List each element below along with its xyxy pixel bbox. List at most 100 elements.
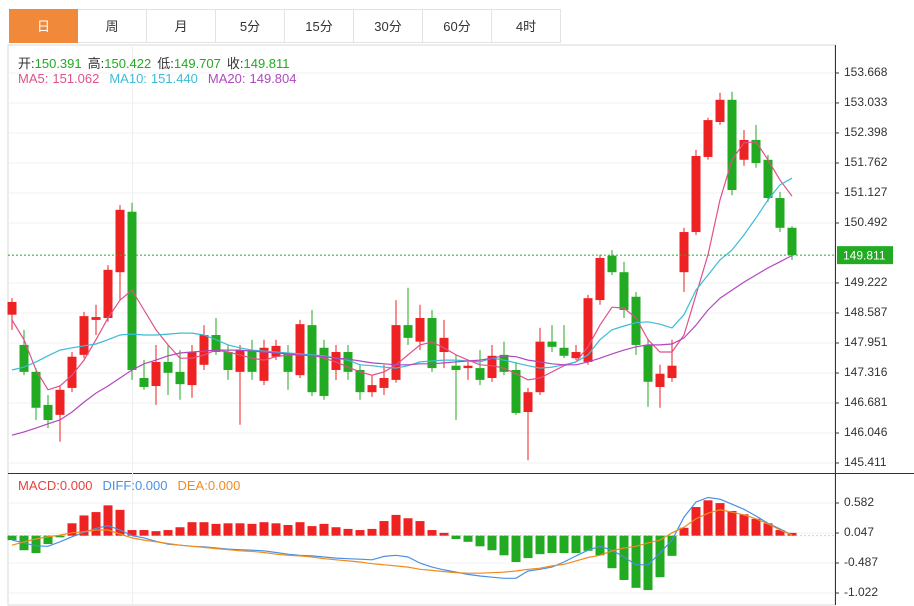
macd-bar: [367, 528, 377, 536]
macd-bar: [55, 535, 65, 538]
candle-body: [535, 341, 545, 393]
macd-bar: [295, 522, 305, 536]
macd-bar: [247, 523, 257, 536]
tab[interactable]: 4时: [492, 9, 561, 43]
tab[interactable]: 5分: [216, 9, 285, 43]
tab[interactable]: 月: [147, 9, 216, 43]
ohlc-item: 低:149.707: [157, 56, 221, 71]
macd-bar: [535, 535, 545, 555]
candle-body: [355, 369, 365, 393]
ohlc-value: 149.811: [243, 56, 290, 71]
macd-bar: [763, 523, 773, 536]
candle-body: [115, 209, 125, 273]
y-tick-label: 153.033: [844, 95, 888, 109]
ohlc-item: 高:150.422: [88, 56, 152, 71]
macd-bar: [547, 535, 557, 554]
candle-body: [511, 369, 521, 413]
macd-bar: [79, 515, 89, 536]
macd-bar: [271, 523, 281, 536]
macd-legend-item: MACD:0.000: [18, 478, 92, 493]
y-tick-label: 147.316: [844, 365, 888, 379]
candle-body: [43, 404, 53, 421]
y-tick-label: -0.487: [844, 555, 878, 569]
candle-body: [307, 325, 317, 393]
candle-body: [271, 345, 281, 357]
ohlc-item: 收:149.811: [227, 56, 290, 71]
candle-body: [655, 373, 665, 387]
y-tick-label: 152.398: [844, 125, 888, 139]
candle-body: [487, 355, 497, 379]
macd-name: DEA:: [177, 478, 208, 493]
ma-value: 149.804: [249, 71, 297, 86]
candle-body: [139, 378, 149, 387]
macd-bar: [67, 523, 77, 536]
y-tick-label: 0.047: [844, 525, 874, 539]
macd-bar: [187, 522, 197, 536]
macd-bar: [571, 535, 581, 554]
macd-bar: [739, 514, 749, 536]
y-tick-label: 146.681: [844, 395, 888, 409]
macd-bar: [379, 521, 389, 536]
macd-value: 0.000: [207, 478, 241, 493]
y-tick-label: 0.582: [844, 495, 874, 509]
candle-body: [319, 347, 329, 396]
candle-body: [283, 352, 293, 372]
candle-body: [619, 272, 629, 310]
macd-bar: [223, 523, 233, 536]
macd-bar: [751, 518, 761, 536]
tab[interactable]: 60分: [423, 9, 492, 43]
ma-name: MA10:: [109, 71, 147, 86]
macd-bar: [655, 535, 665, 578]
candle-body: [439, 337, 449, 353]
ma-line: [11, 254, 793, 436]
macd-value: 0.000: [134, 478, 168, 493]
macd-bar: [631, 535, 641, 588]
tab[interactable]: 15分: [285, 9, 354, 43]
candle-body: [715, 99, 725, 122]
macd-bar: [703, 500, 713, 536]
ma-line: [11, 141, 793, 391]
ma-name: MA5:: [18, 71, 49, 86]
y-tick-label: 151.762: [844, 155, 888, 169]
candle-body: [379, 378, 389, 388]
ma-legend-item: MA5: 151.062: [18, 71, 99, 86]
macd-bar: [775, 530, 785, 536]
macd-bar: [523, 535, 533, 559]
candle-body: [523, 392, 533, 413]
macd-bar: [487, 535, 497, 551]
tab[interactable]: 日: [9, 9, 78, 43]
tab-bar: 日周月 5分 15分 30分 60分 4时: [9, 9, 561, 43]
candle-body: [295, 324, 305, 376]
candle-body: [331, 352, 341, 370]
macd-bar: [91, 512, 101, 536]
candle-body: [103, 269, 113, 319]
y-tick-label: -1.022: [844, 585, 878, 599]
macd-bar: [427, 530, 437, 536]
macd-bar: [259, 522, 269, 536]
tab[interactable]: 30分: [354, 9, 423, 43]
candle-body: [79, 316, 89, 355]
macd-bar: [607, 535, 617, 569]
ohlc-label: 低:: [157, 56, 174, 71]
candle-body: [367, 385, 377, 393]
macd-bar: [115, 509, 125, 536]
y-tick-label: 153.668: [844, 65, 888, 79]
macd-bar: [7, 535, 17, 541]
tab[interactable]: 周: [78, 9, 147, 43]
candle-body: [427, 318, 437, 369]
ma-legend-item: MA10: 151.440: [109, 71, 198, 86]
y-tick-label: 145.411: [844, 455, 887, 469]
macd-bar: [643, 535, 653, 591]
candle-body: [643, 344, 653, 382]
candle-body: [235, 350, 245, 372]
candle-body: [211, 335, 221, 353]
ohlc-item: 开:150.391: [18, 56, 82, 71]
y-tick-label: 150.492: [844, 215, 888, 229]
candle-body: [415, 318, 425, 342]
ohlc-value: 149.707: [173, 56, 221, 71]
candle-body: [787, 227, 797, 256]
candle-body: [463, 365, 473, 369]
macd-bar: [235, 523, 245, 536]
